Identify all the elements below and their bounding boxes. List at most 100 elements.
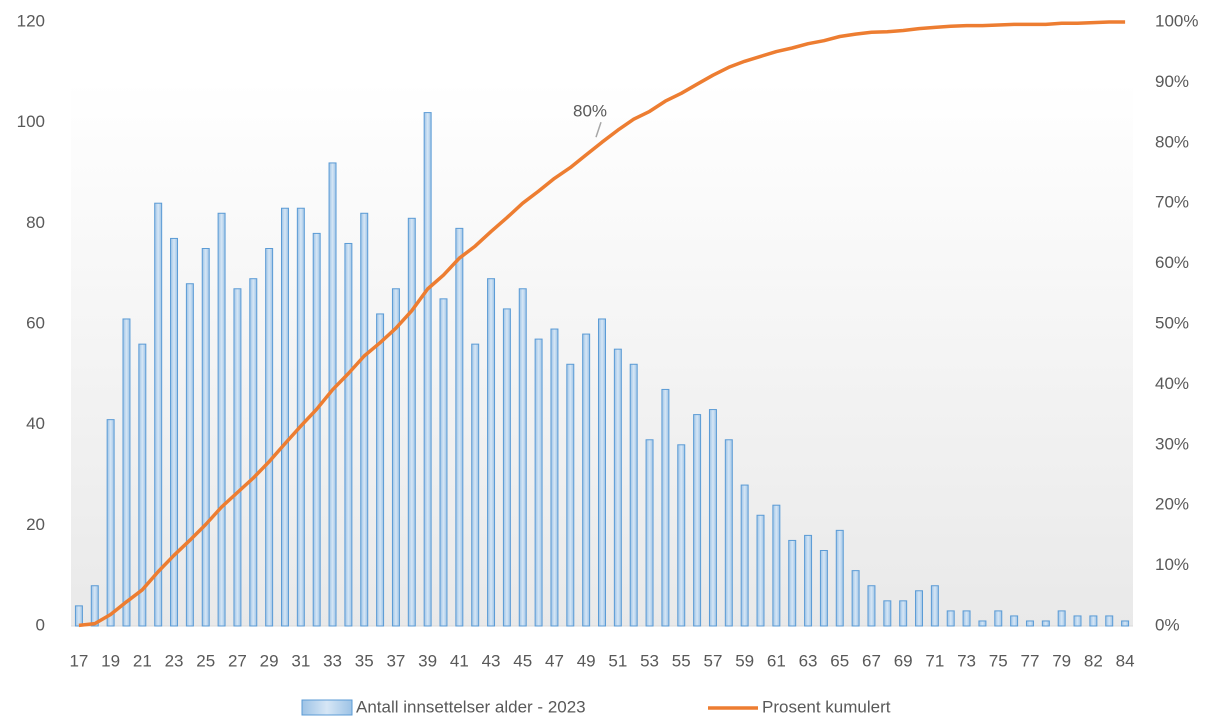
bar xyxy=(772,504,781,627)
bar xyxy=(201,248,210,627)
bar xyxy=(455,227,464,627)
x-tick-label: 25 xyxy=(196,651,215,670)
bar xyxy=(613,348,622,627)
x-tick-label: 31 xyxy=(291,651,310,670)
legend-label: Prosent kumulert xyxy=(762,697,891,716)
x-tick-label: 73 xyxy=(957,651,976,670)
x-tick-label: 43 xyxy=(482,651,501,670)
bar xyxy=(439,298,448,627)
x-tick-label: 21 xyxy=(133,651,152,670)
x-tick-label: 79 xyxy=(1052,651,1071,670)
y2-tick-label: 0% xyxy=(1155,615,1180,634)
bar xyxy=(471,343,480,627)
x-tick-label: 35 xyxy=(355,651,374,670)
bar xyxy=(835,529,844,627)
bar xyxy=(1025,620,1034,627)
bar xyxy=(217,212,226,627)
bar xyxy=(90,585,99,627)
bar xyxy=(502,308,511,627)
bar xyxy=(407,217,416,627)
bar xyxy=(154,202,163,627)
x-tick-label: 51 xyxy=(608,651,627,670)
bar xyxy=(629,363,638,627)
x-tick-label: 19 xyxy=(101,651,120,670)
bar xyxy=(867,585,876,627)
y2-tick-label: 10% xyxy=(1155,555,1189,574)
y2-tick-label: 100% xyxy=(1155,11,1198,30)
bar xyxy=(899,600,908,627)
bar xyxy=(376,313,385,627)
bar xyxy=(265,248,274,627)
x-tick-label: 71 xyxy=(925,651,944,670)
bar xyxy=(296,207,305,627)
x-tick-label: 39 xyxy=(418,651,437,670)
bar xyxy=(661,388,670,627)
bar xyxy=(518,288,527,627)
bar xyxy=(1105,615,1114,627)
bar xyxy=(1073,615,1082,627)
y-tick-label: 40 xyxy=(26,414,45,433)
bar xyxy=(249,278,258,627)
x-tick-label: 61 xyxy=(767,651,786,670)
y-tick-label: 60 xyxy=(26,313,45,332)
bar xyxy=(312,232,321,627)
x-tick-label: 63 xyxy=(799,651,818,670)
bar xyxy=(693,414,702,627)
bar xyxy=(122,318,131,627)
y-tick-label: 120 xyxy=(17,11,45,30)
bar xyxy=(851,570,860,627)
bar xyxy=(550,328,559,627)
x-tick-label: 29 xyxy=(260,651,279,670)
bar xyxy=(487,278,496,627)
x-tick-label: 67 xyxy=(862,651,881,670)
bar xyxy=(1041,620,1050,627)
bar xyxy=(804,534,813,627)
y-tick-label: 0 xyxy=(36,615,45,634)
x-tick-label: 75 xyxy=(989,651,1008,670)
bar xyxy=(391,288,400,627)
x-tick-label: 55 xyxy=(672,651,691,670)
y2-tick-label: 90% xyxy=(1155,72,1189,91)
y2-tick-label: 50% xyxy=(1155,313,1189,332)
bar xyxy=(360,212,369,627)
bar xyxy=(883,600,892,627)
legend-label: Antall innsettelser alder - 2023 xyxy=(356,697,586,716)
x-tick-label: 33 xyxy=(323,651,342,670)
annotation-leader xyxy=(595,121,602,138)
x-tick-label: 45 xyxy=(513,651,532,670)
y2-tick-label: 40% xyxy=(1155,374,1189,393)
x-tick-label: 53 xyxy=(640,651,659,670)
bar xyxy=(344,242,353,627)
y2-tick-label: 60% xyxy=(1155,253,1189,272)
bar xyxy=(756,514,765,627)
x-tick-label: 23 xyxy=(165,651,184,670)
bar xyxy=(946,610,955,627)
bar xyxy=(677,444,686,627)
bar xyxy=(1121,620,1130,627)
x-tick-label: 65 xyxy=(830,651,849,670)
y2-tick-label: 80% xyxy=(1155,132,1189,151)
x-tick-label: 27 xyxy=(228,651,247,670)
y2-tick-label: 70% xyxy=(1155,193,1189,212)
x-tick-label: 41 xyxy=(450,651,469,670)
bar xyxy=(962,610,971,627)
bar xyxy=(1089,615,1098,627)
bar xyxy=(994,610,1003,627)
x-tick-label: 49 xyxy=(577,651,596,670)
bar xyxy=(185,283,194,627)
bar xyxy=(74,605,83,627)
x-tick-label: 57 xyxy=(703,651,722,670)
bar xyxy=(170,237,179,627)
y2-tick-label: 20% xyxy=(1155,495,1189,514)
bar xyxy=(566,363,575,627)
bar xyxy=(138,343,147,627)
y-tick-label: 100 xyxy=(17,112,45,131)
y2-tick-label: 30% xyxy=(1155,434,1189,453)
bar xyxy=(788,539,797,627)
bar xyxy=(106,419,115,627)
bar xyxy=(915,590,924,627)
bar xyxy=(724,439,733,627)
bar xyxy=(645,439,654,627)
bar xyxy=(930,585,939,627)
bar xyxy=(534,338,543,627)
